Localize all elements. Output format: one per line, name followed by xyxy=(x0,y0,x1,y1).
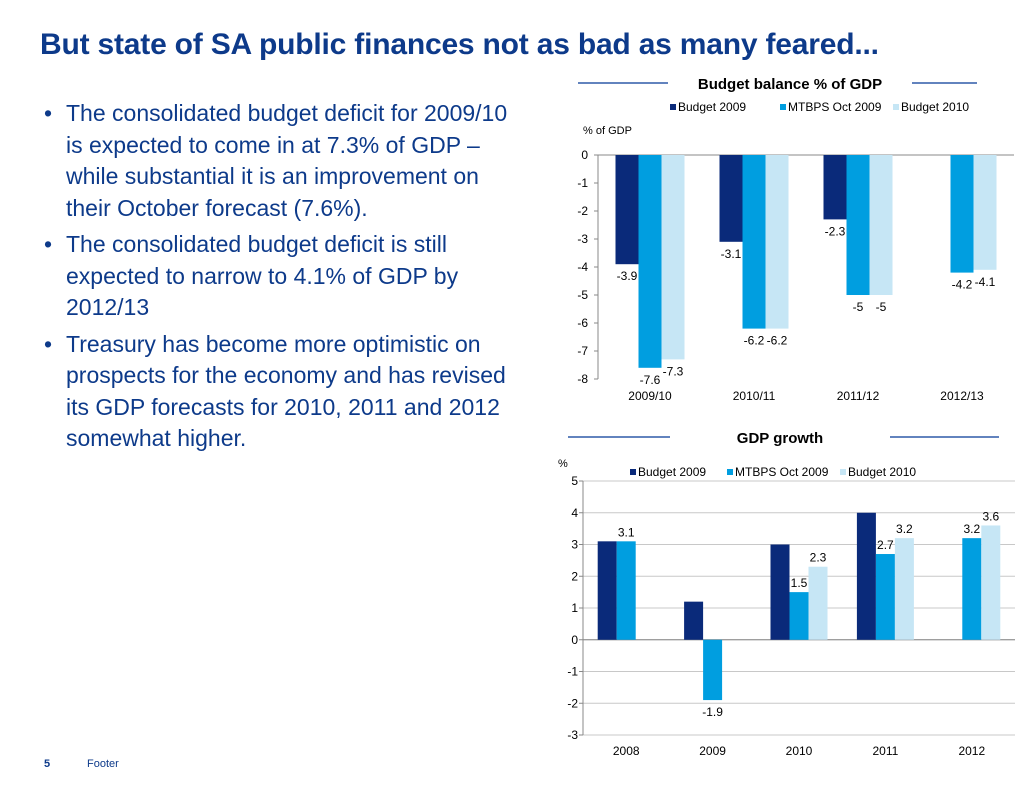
y-tick-label: -7 xyxy=(577,344,588,358)
x-tick-label: 2009/10 xyxy=(628,389,672,403)
bar xyxy=(856,512,876,640)
data-label: -4.2 xyxy=(952,278,973,292)
y-tick-label: -4 xyxy=(577,260,588,274)
bullet-item: • The consolidated budget deficit is stil… xyxy=(40,229,530,324)
bar xyxy=(597,541,617,640)
data-label: -6.2 xyxy=(767,334,788,348)
bar xyxy=(684,601,704,640)
chart-title: GDP growth xyxy=(737,430,823,447)
y-tick-label: -2 xyxy=(577,204,588,218)
y-tick-label: 0 xyxy=(581,148,588,162)
slide-title: But state of SA public finances not as b… xyxy=(40,28,879,61)
page-number: 5 xyxy=(44,758,51,770)
bar xyxy=(808,566,828,640)
bullet-text: The consolidated budget deficit for 2009… xyxy=(66,100,508,221)
data-label: -3.1 xyxy=(721,247,742,261)
bar xyxy=(742,155,766,329)
legend-label: Budget 2009 xyxy=(638,465,706,479)
legend-label: Budget 2010 xyxy=(848,465,916,479)
y-tick-label: 4 xyxy=(571,506,578,520)
data-label: 1.5 xyxy=(791,576,808,590)
legend-swatch xyxy=(840,469,846,475)
y-tick-label: -8 xyxy=(577,372,588,386)
bullet-dot: • xyxy=(44,330,53,357)
bar xyxy=(950,155,974,273)
legend-swatch xyxy=(780,104,786,110)
x-tick-label: 2010/11 xyxy=(733,389,776,403)
x-tick-label: 2010 xyxy=(786,744,813,758)
bar xyxy=(962,538,982,640)
bullet-dot: • xyxy=(44,100,53,126)
data-label: -7.6 xyxy=(640,373,661,387)
y-tick-label: 0 xyxy=(571,633,578,647)
bullet-text: Treasury has become more optimistic on p… xyxy=(66,330,506,452)
legend-label: MTBPS Oct 2009 xyxy=(788,100,882,114)
y-tick-label: 2 xyxy=(571,569,578,583)
bar xyxy=(789,592,809,640)
x-tick-label: 2011/12 xyxy=(837,389,880,403)
legend-swatch xyxy=(727,469,733,475)
y-tick-label: -5 xyxy=(577,288,588,302)
x-tick-label: 2009 xyxy=(699,744,726,758)
x-tick-label: 2008 xyxy=(613,744,640,758)
data-label: 2.7 xyxy=(877,538,894,552)
bar xyxy=(616,541,636,640)
data-label: -5 xyxy=(853,300,864,314)
bar xyxy=(719,155,743,242)
y-tick-label: -1 xyxy=(567,665,578,679)
bullet-text: The consolidated budget deficit is still… xyxy=(66,231,459,320)
bar xyxy=(765,155,789,329)
bar xyxy=(615,155,639,265)
y-tick-label: -3 xyxy=(577,232,588,246)
data-label: 3.2 xyxy=(963,522,980,536)
data-label: -5 xyxy=(876,300,887,314)
bar xyxy=(661,155,685,360)
y-tick-label: -6 xyxy=(577,316,588,330)
data-label: -1.9 xyxy=(702,705,723,719)
bullet-list: • The consolidated budget deficit for 200… xyxy=(40,98,530,460)
bar xyxy=(894,538,914,640)
bar xyxy=(703,639,723,701)
x-tick-label: 2011 xyxy=(872,744,898,758)
data-label: 2.3 xyxy=(810,551,827,565)
data-label: 3.1 xyxy=(618,525,635,539)
legend-swatch xyxy=(630,469,636,475)
legend-label: Budget 2009 xyxy=(678,100,746,114)
y-axis-label: % of GDP xyxy=(583,125,632,137)
bar xyxy=(973,155,997,270)
data-label: -6.2 xyxy=(744,334,765,348)
data-label: -7.3 xyxy=(663,364,684,378)
legend-swatch xyxy=(893,104,899,110)
bar xyxy=(823,155,847,220)
x-tick-label: 2012 xyxy=(958,744,985,758)
legend-swatch xyxy=(670,104,676,110)
bar xyxy=(875,554,895,640)
legend-label: Budget 2010 xyxy=(901,100,969,114)
data-label: 3.2 xyxy=(896,522,913,536)
y-tick-label: -1 xyxy=(577,176,588,190)
bar xyxy=(846,155,870,295)
data-label: -2.3 xyxy=(825,224,846,238)
data-label: -4.1 xyxy=(975,275,996,289)
data-label: 3.6 xyxy=(982,509,999,523)
bullet-item: • The consolidated budget deficit for 200… xyxy=(40,98,530,224)
chart-title: Budget balance % of GDP xyxy=(698,76,882,93)
footer-text: Footer xyxy=(87,758,119,770)
x-tick-label: 2012/13 xyxy=(940,389,984,403)
y-tick-label: 5 xyxy=(571,474,578,488)
y-axis-label: % xyxy=(558,458,568,470)
y-tick-label: -2 xyxy=(567,696,578,710)
y-tick-label: 1 xyxy=(571,601,578,615)
data-label: -3.9 xyxy=(617,269,638,283)
legend-label: MTBPS Oct 2009 xyxy=(735,465,829,479)
bar xyxy=(981,525,1001,640)
bar xyxy=(869,155,893,295)
bullet-dot: • xyxy=(44,231,53,257)
y-tick-label: 3 xyxy=(571,538,578,552)
y-tick-label: -3 xyxy=(567,728,578,742)
bullet-item: • Treasury has become more optimistic on … xyxy=(40,329,530,455)
bar xyxy=(770,544,790,640)
bar xyxy=(638,155,662,368)
